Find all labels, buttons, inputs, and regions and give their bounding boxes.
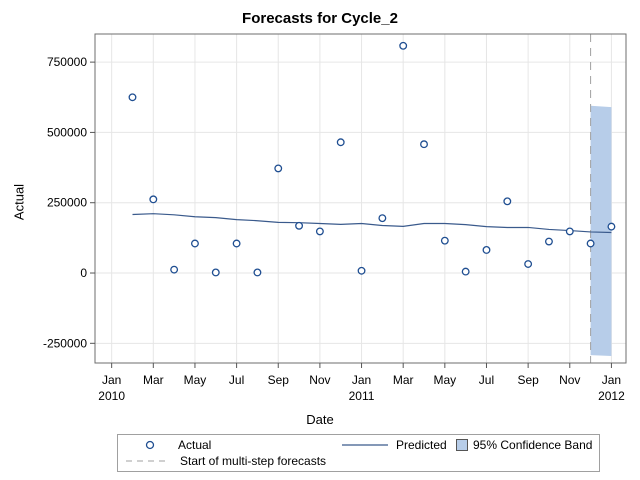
actual-point	[399, 41, 408, 50]
x-tick-label: Jan	[102, 373, 121, 387]
legend-label-predicted: Predicted	[396, 438, 447, 452]
actual-point	[607, 222, 616, 231]
actual-point	[315, 227, 324, 236]
actual-point	[253, 268, 262, 277]
y-tick-label: 750000	[47, 55, 87, 69]
x-tick-label: Mar	[393, 373, 414, 387]
x-tick-label: Sep	[268, 373, 290, 387]
y-tick-label: -250000	[43, 336, 87, 350]
y-tick-label: 250000	[47, 196, 87, 210]
legend-circle-marker	[145, 440, 155, 450]
actual-point	[295, 221, 304, 230]
x-tick-label: Jan	[602, 373, 621, 387]
legend-line-marker	[342, 444, 388, 446]
actual-point	[336, 138, 345, 147]
x-tick-year-label: 2011	[349, 389, 375, 403]
x-tick-label: Mar	[143, 373, 164, 387]
legend-dashed-line	[126, 460, 170, 462]
plot-frame	[94, 33, 627, 364]
legend-item-actual: Actual	[144, 438, 211, 452]
legend-item-predicted: Predicted	[342, 438, 447, 452]
actual-point	[503, 197, 512, 206]
actual-point	[482, 246, 491, 254]
legend-label-start: Start of multi-step forecasts	[180, 454, 327, 468]
legend-label-band: 95% Confidence Band	[473, 438, 593, 452]
x-tick-label: May	[433, 373, 456, 387]
actual-point	[586, 239, 595, 248]
actual-point	[565, 227, 574, 236]
actual-point	[149, 195, 158, 204]
actual-point	[420, 140, 428, 149]
y-tick-label: 0	[80, 266, 87, 280]
legend-item-start: Start of multi-step forecasts	[126, 454, 326, 468]
legend-label-actual: Actual	[178, 438, 212, 452]
x-tick-label: Sep	[517, 373, 539, 387]
legend: Actual Predicted 95% Confidence Band Sta…	[117, 434, 600, 472]
x-tick-label: May	[184, 373, 207, 387]
actual-point	[232, 239, 241, 248]
actual-point	[170, 265, 179, 274]
x-axis-label: Date	[306, 412, 334, 427]
predicted-line	[132, 213, 612, 234]
actual-point	[357, 266, 366, 275]
actual-point	[461, 267, 470, 276]
y-tick-label: 500000	[47, 125, 87, 139]
x-tick-label: Nov	[559, 373, 580, 387]
confidence-band	[590, 105, 612, 356]
legend-band-swatch	[456, 439, 468, 451]
x-tick-year-label: 2012	[598, 389, 625, 403]
x-tick-year-label: 2010	[98, 389, 125, 403]
x-tick-label: Jul	[479, 373, 494, 387]
actual-point	[524, 260, 533, 268]
actual-point	[545, 237, 553, 246]
x-tick-label: Jul	[229, 373, 244, 387]
chart-title: Forecasts for Cycle_2	[242, 10, 398, 27]
actual-point	[440, 236, 449, 245]
actual-point	[211, 268, 220, 277]
legend-item-band: 95% Confidence Band	[456, 438, 592, 452]
x-tick-label: Jan	[352, 373, 371, 387]
actual-point	[274, 164, 283, 173]
actual-point	[128, 93, 137, 102]
actual-point	[191, 239, 199, 248]
actual-point	[378, 214, 387, 223]
x-tick-label: Nov	[309, 373, 330, 387]
